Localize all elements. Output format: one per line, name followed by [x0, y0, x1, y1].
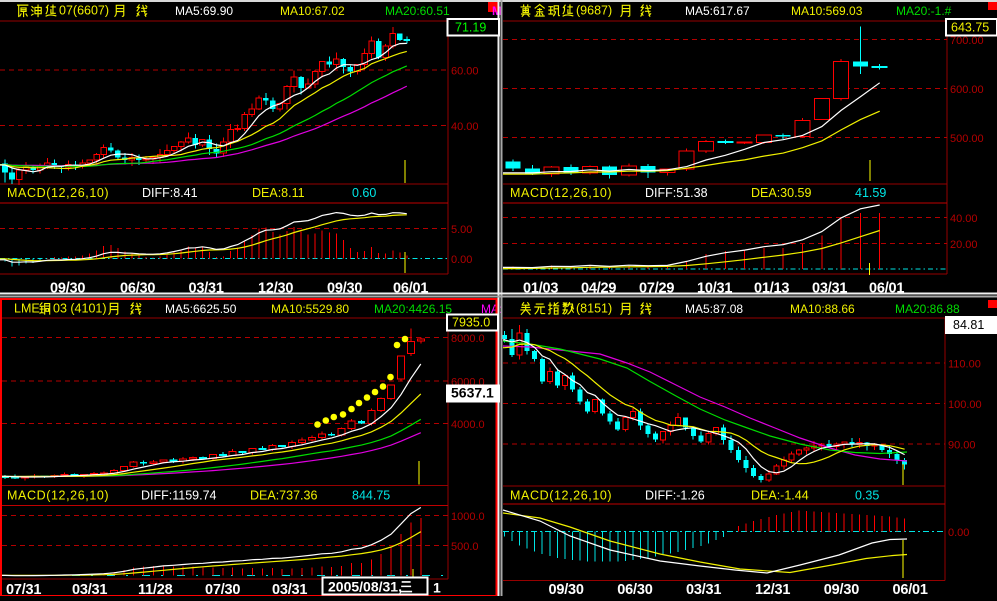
svg-text:844.75: 844.75 — [352, 489, 390, 503]
svg-text:MA5:69.90: MA5:69.90 — [175, 4, 233, 18]
svg-text:07/31: 07/31 — [6, 582, 41, 596]
svg-text:MA5:6625.50: MA5:6625.50 — [165, 302, 237, 316]
svg-text:60.00: 60.00 — [451, 66, 479, 78]
svg-text:110.00: 110.00 — [948, 359, 981, 371]
svg-text:M: M — [492, 4, 502, 18]
svg-text:09/30: 09/30 — [824, 582, 859, 596]
svg-text:8000.0: 8000.0 — [451, 333, 485, 345]
svg-text:MACD(12,26,10): MACD(12,26,10) — [510, 489, 612, 503]
svg-text:90.00: 90.00 — [948, 439, 976, 451]
svg-text:700.00: 700.00 — [950, 35, 984, 47]
svg-text:MA20:-1.#: MA20:-1.# — [896, 4, 952, 18]
svg-text:5.00: 5.00 — [451, 224, 472, 236]
svg-text:03 (4101): 03 (4101) — [53, 302, 107, 316]
svg-text:41.59: 41.59 — [855, 186, 886, 200]
svg-text:MA20:60.51: MA20:60.51 — [385, 4, 450, 18]
svg-text:0.00: 0.00 — [451, 254, 472, 266]
svg-text:84.81: 84.81 — [953, 318, 984, 332]
svg-text:DEA:-1.44: DEA:-1.44 — [751, 489, 809, 503]
svg-text:MA5:617.67: MA5:617.67 — [685, 4, 750, 18]
svg-text:MACD(12,26,10): MACD(12,26,10) — [510, 186, 612, 200]
svg-text:LME: LME — [14, 302, 40, 316]
svg-text:07(6607): 07(6607) — [59, 4, 109, 18]
svg-text:0.60: 0.60 — [352, 186, 376, 200]
svg-text:DIFF:-1.26: DIFF:-1.26 — [645, 489, 705, 503]
svg-text:500.00: 500.00 — [950, 133, 984, 145]
svg-text:MA20:4426.15: MA20:4426.15 — [374, 302, 452, 316]
svg-text:DEA:30.59: DEA:30.59 — [751, 186, 812, 200]
svg-text:MA10:88.66: MA10:88.66 — [790, 302, 855, 316]
svg-text:06/01: 06/01 — [893, 582, 928, 596]
svg-text:MA10:5529.80: MA10:5529.80 — [271, 302, 349, 316]
svg-text:DEA:8.11: DEA:8.11 — [252, 186, 305, 200]
svg-text:40.00: 40.00 — [451, 121, 479, 133]
svg-text:500.0: 500.0 — [451, 541, 479, 553]
svg-text:1: 1 — [433, 580, 441, 596]
svg-text:03/31: 03/31 — [272, 582, 307, 596]
svg-text:12/31: 12/31 — [755, 582, 790, 596]
svg-text:03/31: 03/31 — [686, 582, 721, 596]
svg-text:MA20:86.88: MA20:86.88 — [895, 302, 960, 316]
svg-text:5637.1: 5637.1 — [451, 385, 494, 401]
svg-text:20.00: 20.00 — [950, 239, 978, 251]
svg-text:MACD(12,26,10): MACD(12,26,10) — [7, 489, 109, 503]
svg-text:100.00: 100.00 — [948, 399, 982, 411]
svg-text:40.00: 40.00 — [950, 213, 978, 225]
svg-text:11/28: 11/28 — [138, 582, 173, 596]
svg-text:600.00: 600.00 — [950, 84, 984, 96]
svg-text:2005/08/31,: 2005/08/31, — [328, 579, 402, 595]
svg-text:(8151): (8151) — [576, 302, 612, 316]
svg-text:MACD(12,26,10): MACD(12,26,10) — [7, 186, 109, 200]
svg-text:09/30: 09/30 — [549, 582, 584, 596]
svg-text:643.75: 643.75 — [951, 21, 989, 35]
svg-text:7935.0: 7935.0 — [452, 316, 490, 330]
svg-text:06/30: 06/30 — [617, 582, 652, 596]
svg-text:4000.0: 4000.0 — [451, 419, 485, 431]
svg-text:0.00: 0.00 — [948, 527, 969, 539]
svg-text:(9687): (9687) — [576, 4, 612, 18]
svg-text:07/30: 07/30 — [205, 582, 240, 596]
svg-text:DIFF:8.41: DIFF:8.41 — [142, 186, 198, 200]
svg-text:MA10:67.02: MA10:67.02 — [280, 4, 345, 18]
svg-text:DEA:737.36: DEA:737.36 — [250, 489, 317, 503]
svg-text:1000.0: 1000.0 — [451, 511, 485, 523]
svg-text:DIFF:1159.74: DIFF:1159.74 — [141, 489, 217, 503]
svg-text:MA10:569.03: MA10:569.03 — [791, 4, 863, 18]
svg-text:71.19: 71.19 — [455, 21, 486, 35]
svg-text:0.35: 0.35 — [855, 489, 879, 503]
svg-text:DIFF:51.38: DIFF:51.38 — [645, 186, 708, 200]
svg-text:03/31: 03/31 — [72, 582, 107, 596]
svg-text:MA5:87.08: MA5:87.08 — [685, 302, 743, 316]
